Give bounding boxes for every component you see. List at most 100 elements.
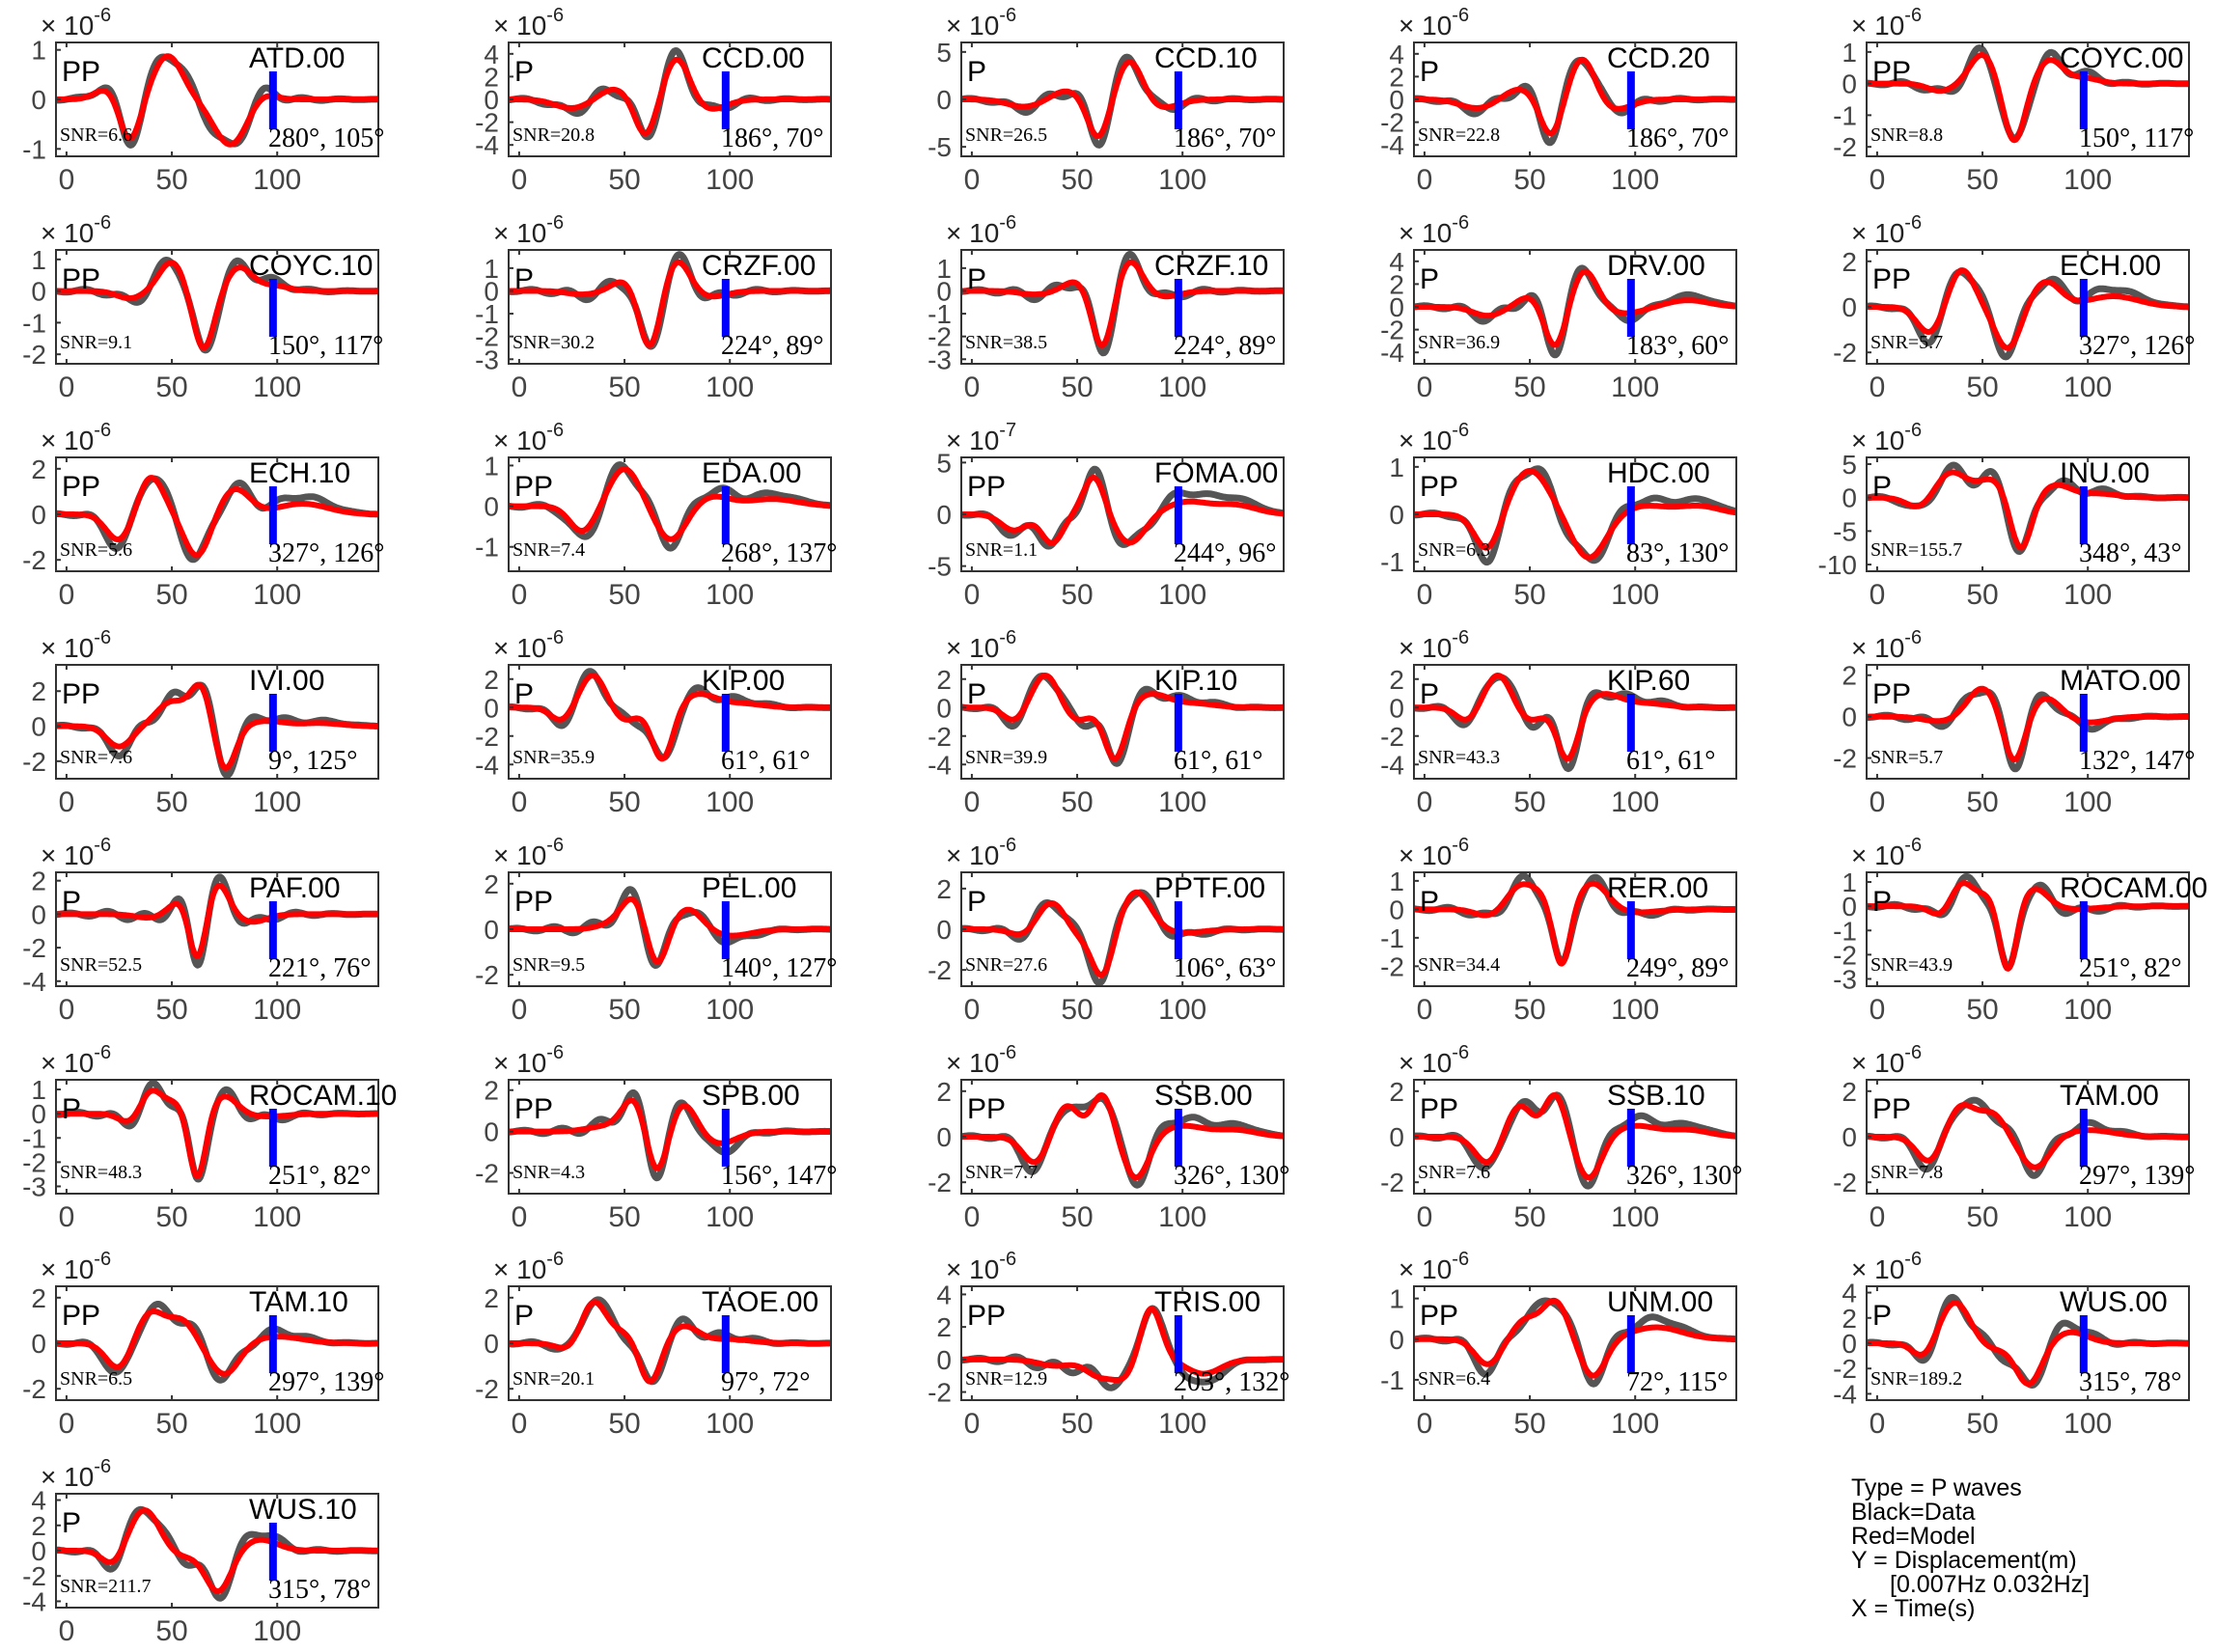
exponent-power: -6 xyxy=(94,5,111,26)
axes-frame xyxy=(55,249,379,365)
x-tick-label: 50 xyxy=(608,164,640,196)
y-tick-label: 0 xyxy=(936,1122,952,1152)
x-tick-label: 100 xyxy=(253,1201,301,1233)
exponent-power: -6 xyxy=(1904,420,1922,441)
x-tick-label: 0 xyxy=(59,164,75,196)
exponent-power: -6 xyxy=(1904,835,1922,856)
exponent-power: -6 xyxy=(999,1249,1016,1270)
x-tick-label: 50 xyxy=(155,372,187,403)
y-tick-label: 1 xyxy=(484,451,499,481)
x-tick-label: 0 xyxy=(1417,1201,1433,1233)
y-tick-label: 4 xyxy=(1389,40,1404,69)
y-tick-label: -2 xyxy=(928,722,952,752)
x-tick-label: 50 xyxy=(1513,994,1545,1026)
x-tick-label: 50 xyxy=(1513,372,1545,403)
y-tick-label: 0 xyxy=(484,85,499,115)
y-tick-label: 2 xyxy=(936,665,952,695)
phase-label: PP xyxy=(967,471,1006,503)
phase-label: P xyxy=(1420,263,1439,295)
y-tick-label: 2 xyxy=(484,62,499,92)
y-tick-label: 2 xyxy=(31,1511,46,1541)
y-tick-label: 2 xyxy=(31,454,46,484)
exponent-power: -6 xyxy=(999,627,1016,648)
y-tick-label: 2 xyxy=(484,1076,499,1106)
y-tick-label: 2 xyxy=(484,1283,499,1313)
x-tick-label: 0 xyxy=(1417,579,1433,611)
exponent-power: -6 xyxy=(546,5,564,26)
angles-label: 244°, 96° xyxy=(1174,538,1276,568)
angles-label: 186°, 70° xyxy=(1626,124,1729,153)
y-tick-label: -10 xyxy=(1818,550,1857,580)
axes-frame xyxy=(55,664,379,780)
angles-label: 61°, 61° xyxy=(1174,746,1262,776)
legend-y-axis: Y = Displacement(m) xyxy=(1851,1547,2077,1574)
station-label: PPTF.00 xyxy=(1154,872,1265,904)
x-tick-label: 100 xyxy=(706,372,754,403)
x-tick-label: 50 xyxy=(155,786,187,818)
exponent-label: × 10-6 xyxy=(41,835,111,870)
angles-label: 150°, 117° xyxy=(2079,124,2194,153)
x-tick-label: 0 xyxy=(1870,372,1886,403)
y-tick-label: 2 xyxy=(31,676,46,706)
model-trace xyxy=(1414,673,1736,762)
model-trace xyxy=(961,673,1284,762)
y-tick-label: 0 xyxy=(31,1329,46,1359)
y-tick-label: 2 xyxy=(1389,665,1404,695)
exponent-label: × 10-6 xyxy=(493,212,564,248)
exponent-power: -6 xyxy=(94,627,111,648)
phase-label: PP xyxy=(62,263,100,295)
panel-ssb-00: × 10-6 0 50 100 -2 0 2 PP SSB.00 SNR=7.7 326°, 130… xyxy=(928,1042,1289,1233)
phase-label: P xyxy=(62,1093,81,1125)
angles-label: 97°, 72° xyxy=(721,1367,810,1397)
exponent-power: -6 xyxy=(999,835,1016,856)
panel-ivi-00: × 10-6 0 50 100 -2 0 2 PP IVI.00 SNR=7.6 9°, 125° xyxy=(22,627,379,818)
exponent-label: × 10-6 xyxy=(946,835,1016,870)
model-trace xyxy=(1414,880,1736,967)
y-tick-label: 4 xyxy=(936,1280,952,1309)
station-label: CRZF.00 xyxy=(702,250,816,282)
panel-ccd-10: × 10-6 0 50 100 -5 0 5P CCD.10 SNR=26.5 186°, 70° xyxy=(928,5,1285,196)
model-trace xyxy=(509,895,831,965)
model-trace xyxy=(56,1308,378,1377)
x-tick-label: 50 xyxy=(1513,1201,1545,1233)
y-tick-label: 0 xyxy=(936,500,952,530)
exponent-label: × 10-6 xyxy=(1851,835,1922,870)
phase-label: PP xyxy=(62,678,100,710)
snr-label: SNR=27.6 xyxy=(965,954,1047,976)
y-tick-label: 0 xyxy=(1842,483,1857,513)
exponent-power: -6 xyxy=(1904,212,1922,234)
angles-label: 224°, 89° xyxy=(1174,331,1276,361)
station-label: DRV.00 xyxy=(1607,250,1705,282)
y-tick-label: 0 xyxy=(1389,85,1404,115)
x-tick-label: 0 xyxy=(964,579,981,611)
y-tick-label: 0 xyxy=(484,693,499,723)
x-tick-label: 0 xyxy=(1870,1408,1886,1440)
y-tick-label: -2 xyxy=(1380,316,1404,345)
panel-unm-00: × 10-6 0 50 100 -1 0 1 PP UNM.00 SNR=6.4 72°, 115° xyxy=(1380,1249,1737,1440)
exponent-label: × 10-6 xyxy=(493,627,564,663)
model-trace xyxy=(509,259,831,348)
y-tick-label: 1 xyxy=(31,245,46,275)
x-tick-label: 0 xyxy=(964,994,981,1026)
y-tick-label: -2 xyxy=(22,1561,46,1591)
phase-label: P xyxy=(1872,1300,1892,1332)
station-label: RER.00 xyxy=(1607,872,1708,904)
station-label: KIP.00 xyxy=(702,665,785,697)
x-tick-label: 0 xyxy=(1870,579,1886,611)
station-label: TAOE.00 xyxy=(702,1286,818,1318)
x-tick-label: 50 xyxy=(608,786,640,818)
exponent-power: -7 xyxy=(999,420,1016,441)
x-tick-label: 0 xyxy=(1417,786,1433,818)
y-tick-label: 2 xyxy=(936,874,952,904)
phase-label: P xyxy=(62,1507,81,1539)
y-tick-label: -2 xyxy=(1833,744,1857,774)
station-label: CCD.00 xyxy=(702,42,805,74)
axes-frame xyxy=(960,1285,1285,1401)
x-tick-label: 0 xyxy=(964,786,981,818)
x-tick-label: 100 xyxy=(253,372,301,403)
phase-label: PP xyxy=(1420,1300,1458,1332)
y-tick-label: -1 xyxy=(1380,1365,1404,1395)
x-tick-label: 50 xyxy=(155,164,187,196)
